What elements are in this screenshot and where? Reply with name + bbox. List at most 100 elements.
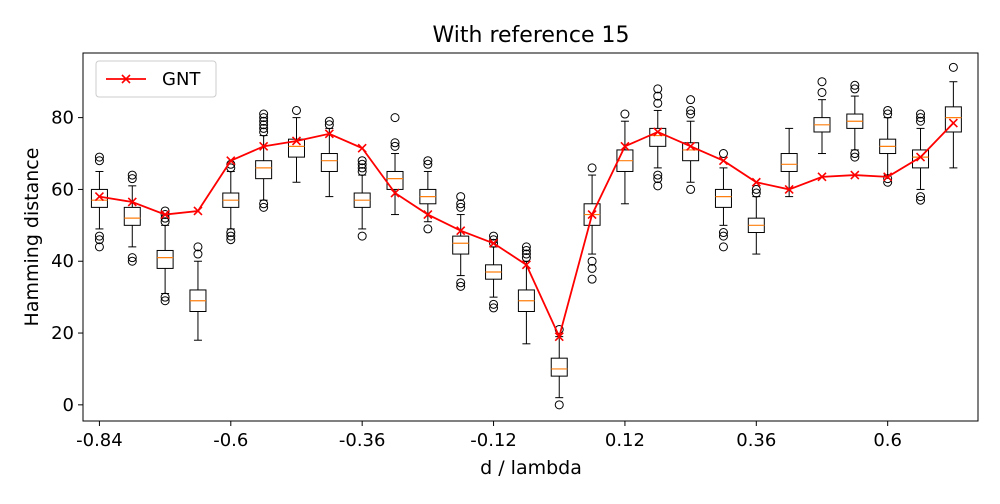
box-outlier <box>390 113 400 123</box>
series-gnt-marker <box>390 188 400 198</box>
box-body <box>780 153 798 172</box>
box-outlier <box>521 245 531 255</box>
plot-area: -0.84 -0.6 -0.36 -0.12 0.12 0.36 0.6 0 20 40 60 80 G… <box>51 52 979 451</box>
box-outlier <box>916 113 926 123</box>
box-outlier <box>127 256 137 266</box>
box-outlier <box>160 292 170 302</box>
box-body <box>912 149 930 169</box>
box-outlier <box>916 192 926 202</box>
box-outlier <box>390 141 400 151</box>
x-axis-label: d / lambda <box>480 457 582 479</box>
legend-box <box>95 60 217 98</box>
box-outlier <box>587 256 597 266</box>
box-outlier <box>94 235 104 245</box>
box-outlier <box>456 199 466 209</box>
box-outlier <box>489 238 499 248</box>
series-gnt-marker <box>94 192 104 202</box>
box-outlier <box>587 163 597 173</box>
series-gnt-marker <box>193 206 203 216</box>
box-outlier <box>686 184 696 194</box>
box-outlier <box>127 170 137 180</box>
box-outlier <box>226 231 236 241</box>
series-gnt-marker <box>587 209 597 220</box>
box-outlier <box>193 249 203 259</box>
box-body <box>452 235 470 255</box>
x-tick-label: -0.84 <box>76 430 123 451</box>
box-body <box>320 153 338 172</box>
series-gnt-marker <box>357 143 367 153</box>
series-gnt-marker <box>686 141 696 151</box>
box-outlier <box>259 116 269 126</box>
box-outlier <box>883 174 893 184</box>
box-outlier <box>94 242 104 252</box>
chart-title: With reference 15 <box>433 23 630 48</box>
series-gnt-marker <box>521 260 531 270</box>
box-outlier <box>587 263 597 273</box>
series-gnt-marker <box>127 197 137 207</box>
box-outlier <box>456 281 466 291</box>
series-gnt-marker <box>718 156 729 166</box>
y-tick-label: 0 <box>63 395 74 416</box>
box-outlier <box>554 400 564 410</box>
box-outlier <box>916 109 926 119</box>
box-outlier <box>916 195 926 205</box>
box-outlier <box>291 105 301 115</box>
box-outlier <box>357 231 367 241</box>
box-outlier <box>259 199 269 209</box>
series-gnt-marker <box>456 226 466 236</box>
box-outlier <box>423 224 433 234</box>
box-body <box>944 106 962 133</box>
plot-frame <box>82 52 979 422</box>
series-gnt-marker <box>817 172 827 182</box>
box-outlier <box>489 299 499 309</box>
box-outlier <box>817 77 827 87</box>
box-outlier <box>653 84 663 94</box>
box-outlier <box>718 242 728 252</box>
box-body <box>287 138 305 158</box>
box-outlier <box>259 123 269 133</box>
box-outlier <box>489 303 499 313</box>
box-outlier <box>390 138 400 148</box>
box-outlier <box>259 109 269 119</box>
box-outlier <box>620 109 630 119</box>
series-gnt-marker <box>291 136 302 146</box>
box-outlier <box>686 95 696 105</box>
box-outlier <box>686 109 696 119</box>
box-outlier <box>226 235 236 245</box>
box-outlier <box>718 231 728 241</box>
box-outlier <box>883 109 893 119</box>
box-outlier <box>259 113 269 123</box>
box-outlier <box>127 174 137 184</box>
series-gnt-marker <box>488 238 499 248</box>
box-outlier <box>127 253 137 263</box>
box-body <box>255 160 273 180</box>
x-tick-label: -0.6 <box>213 430 248 451</box>
series-gnt-marker <box>915 152 926 162</box>
box-outlier <box>916 116 926 126</box>
box-outlier <box>883 177 893 187</box>
series-gnt-marker <box>751 177 761 187</box>
box-body <box>714 188 732 208</box>
series-gnt-marker <box>160 209 170 220</box>
series-gnt-marker <box>620 141 630 151</box>
box-outlier <box>357 166 367 176</box>
box-outlier <box>653 174 663 184</box>
series-gnt-marker <box>423 209 433 220</box>
y-tick-label: 40 <box>51 251 74 272</box>
box-outlier <box>160 296 170 306</box>
box-outlier <box>259 202 269 212</box>
series-gnt-marker <box>784 184 794 194</box>
box-outlier <box>259 120 269 130</box>
box-outlier <box>850 80 860 90</box>
box-outlier <box>226 228 236 238</box>
legend-gnt-label: GNT <box>162 69 201 90</box>
box-outlier <box>718 149 728 159</box>
box-outlier <box>883 105 893 115</box>
series-gnt-marker <box>259 141 269 151</box>
box-outlier <box>94 156 104 166</box>
box-outlier <box>456 202 466 212</box>
series-gnt-marker <box>883 172 893 182</box>
box-outlier <box>324 120 334 130</box>
